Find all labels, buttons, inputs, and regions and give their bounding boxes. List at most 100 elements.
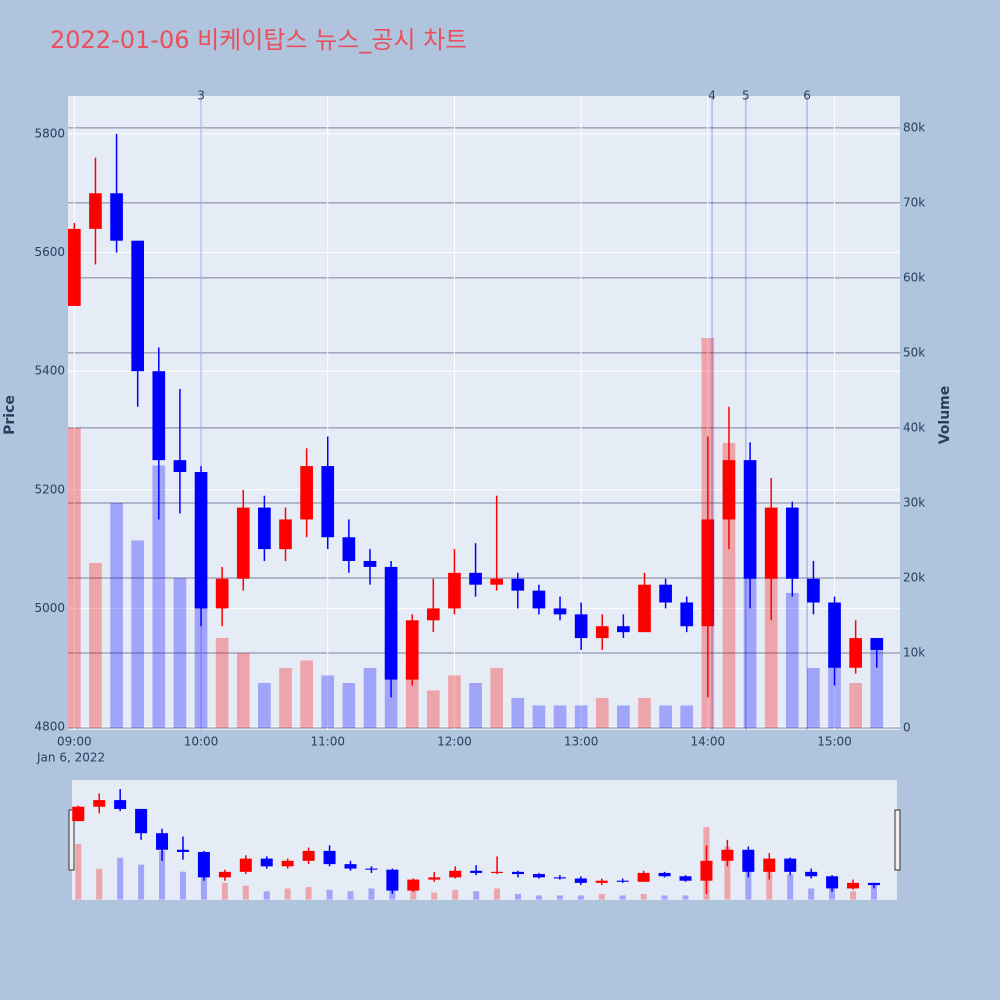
- candle-body: [342, 537, 356, 561]
- slider-volume-bar: [179, 871, 186, 900]
- x-tick-label: 11:00: [310, 735, 345, 749]
- volume-bar: [173, 577, 187, 728]
- candle-body: [194, 472, 208, 609]
- slider-volume-bar: [347, 891, 354, 900]
- slider-volume-bar: [598, 894, 605, 900]
- candle-body: [742, 849, 755, 872]
- candle-body: [491, 871, 504, 873]
- candle-body: [847, 882, 860, 889]
- y-tick-label: 4800: [34, 720, 65, 734]
- candle-body: [218, 871, 231, 878]
- volume-bar: [152, 465, 166, 728]
- candle-body: [260, 858, 273, 867]
- y-tick-label: 5600: [34, 245, 65, 259]
- candle-body: [721, 849, 734, 861]
- candle-body: [426, 608, 440, 621]
- volume-bar: [490, 667, 504, 728]
- slider-volume-bar: [75, 843, 82, 900]
- y2-tick-label: 80k: [903, 120, 925, 134]
- slider-volume-bar: [535, 895, 542, 900]
- candle-body: [258, 507, 271, 550]
- candle-body: [849, 638, 862, 668]
- candle-body: [659, 584, 672, 603]
- volume-bar: [363, 667, 377, 728]
- range-slider[interactable]: [72, 780, 897, 900]
- volume-bar: [785, 592, 799, 728]
- slider-volume-bar: [305, 887, 312, 900]
- candle-body: [89, 193, 102, 229]
- annotation-label: 4: [708, 89, 716, 103]
- x-tick-label: 10:00: [184, 735, 219, 749]
- slider-handle[interactable]: [894, 809, 901, 871]
- slider-volume-bar: [682, 895, 689, 900]
- slider-handle[interactable]: [68, 809, 75, 871]
- candle-body: [407, 879, 420, 891]
- candle-body: [616, 880, 629, 882]
- candle-body: [679, 876, 692, 881]
- volume-bar: [595, 697, 609, 728]
- x-tick-label: 13:00: [564, 735, 599, 749]
- candle-body: [279, 519, 292, 550]
- candle-body: [553, 608, 567, 615]
- candle-body: [553, 877, 566, 879]
- candle-body: [805, 871, 818, 877]
- candle-body: [236, 507, 250, 579]
- volume-bar: [258, 682, 271, 728]
- candle-body: [131, 240, 145, 372]
- candle-body: [784, 858, 797, 872]
- slider-volume-bar: [117, 857, 124, 900]
- y-tick-label: 5000: [34, 601, 65, 615]
- candle-body: [867, 882, 880, 886]
- slider-volume-bar: [96, 868, 103, 900]
- slider-volume-bar: [766, 871, 773, 900]
- slider-volume-bar: [263, 891, 270, 900]
- volume-bar: [89, 562, 102, 728]
- y2-tick-label: 20k: [903, 570, 925, 584]
- slider-volume-bar: [410, 887, 417, 900]
- candle-body: [156, 833, 169, 850]
- slider-volume-bar: [787, 874, 794, 900]
- candle-body: [617, 626, 630, 633]
- volume-bar: [617, 705, 630, 728]
- volume-bar: [321, 675, 335, 728]
- y-tick-label: 5200: [34, 482, 65, 496]
- candle-body: [637, 872, 650, 882]
- chart-title: 2022-01-06 비케이탑스 뉴스_공시 차트: [50, 26, 467, 54]
- y2-tick-label: 60k: [903, 270, 925, 284]
- y2-tick-label: 10k: [903, 645, 925, 659]
- y2-tick-label: 70k: [903, 195, 925, 209]
- candle-body: [72, 806, 85, 822]
- slider-volume-bar: [138, 864, 145, 900]
- volume-bar: [680, 705, 694, 728]
- slider-volume-bar: [640, 894, 647, 900]
- candle-body: [595, 626, 609, 639]
- volume-bar: [279, 667, 292, 728]
- candle-body: [743, 460, 757, 579]
- y-tick-label: 5400: [34, 364, 65, 378]
- volume-bar: [532, 705, 546, 728]
- slider-volume-bar: [221, 882, 228, 900]
- candle-body: [722, 460, 736, 520]
- candle-body: [300, 466, 313, 520]
- volume-bar: [764, 577, 778, 728]
- candle-body: [574, 614, 588, 639]
- candle-body: [363, 560, 377, 567]
- candle-body: [197, 851, 210, 878]
- candle-body: [110, 193, 123, 241]
- x-tick-label: 14:00: [691, 735, 726, 749]
- volume-bar: [849, 682, 862, 728]
- volume-bar: [511, 697, 525, 728]
- candle-body: [449, 870, 462, 878]
- candle-body: [281, 860, 294, 867]
- candle-body: [532, 590, 546, 609]
- candle-body: [405, 620, 419, 680]
- candle-body: [512, 871, 525, 875]
- y2-tick-label: 30k: [903, 495, 925, 509]
- candle-body: [701, 519, 715, 627]
- slider-volume-bar: [284, 888, 291, 900]
- volume-bar: [131, 540, 145, 728]
- x-tick-label: 15:00: [817, 735, 852, 749]
- candle-body: [68, 228, 81, 306]
- candle-body: [764, 507, 778, 579]
